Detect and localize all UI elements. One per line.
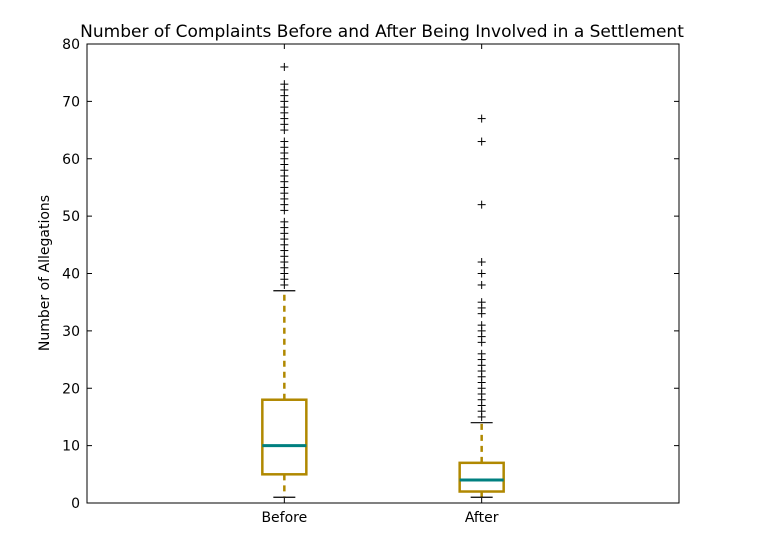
outlier-point	[477, 298, 486, 307]
y-tick-label: 80	[62, 37, 80, 53]
plot-frame	[86, 43, 680, 504]
y-tick-label: 70	[62, 94, 80, 110]
y-tick-label: 40	[62, 267, 80, 283]
y-tick-label: 10	[62, 439, 80, 455]
outlier-point	[477, 349, 486, 358]
y-tick-label: 20	[62, 381, 80, 397]
outlier-point	[280, 137, 289, 146]
box-iqr	[458, 461, 505, 493]
outlier-point	[280, 80, 289, 89]
y-tick-label: 0	[71, 496, 80, 512]
x-axis: Before After	[261, 44, 499, 526]
box-iqr	[261, 398, 308, 476]
y-tick-label: 50	[62, 209, 80, 225]
outlier-point	[477, 137, 486, 146]
x-tick-label: After	[465, 510, 499, 526]
y-axis-label: Number of Allegations	[37, 195, 53, 351]
plot-area	[86, 43, 680, 504]
x-tick-label: Before	[261, 510, 307, 526]
y-axis: 0 10 20 30 40 50 60 70 80	[62, 37, 679, 512]
y-tick-label: 30	[62, 324, 80, 340]
outlier-point	[280, 62, 289, 71]
outlier-point	[477, 258, 486, 267]
y-tick-label: 60	[62, 152, 80, 168]
outlier-point	[477, 200, 486, 209]
outlier-point	[477, 114, 486, 123]
outlier-point	[477, 321, 486, 330]
outlier-point	[477, 280, 486, 289]
outlier-point	[477, 269, 486, 278]
chart-title: Number of Complaints Before and After Be…	[80, 22, 684, 42]
outlier-point	[280, 217, 289, 226]
